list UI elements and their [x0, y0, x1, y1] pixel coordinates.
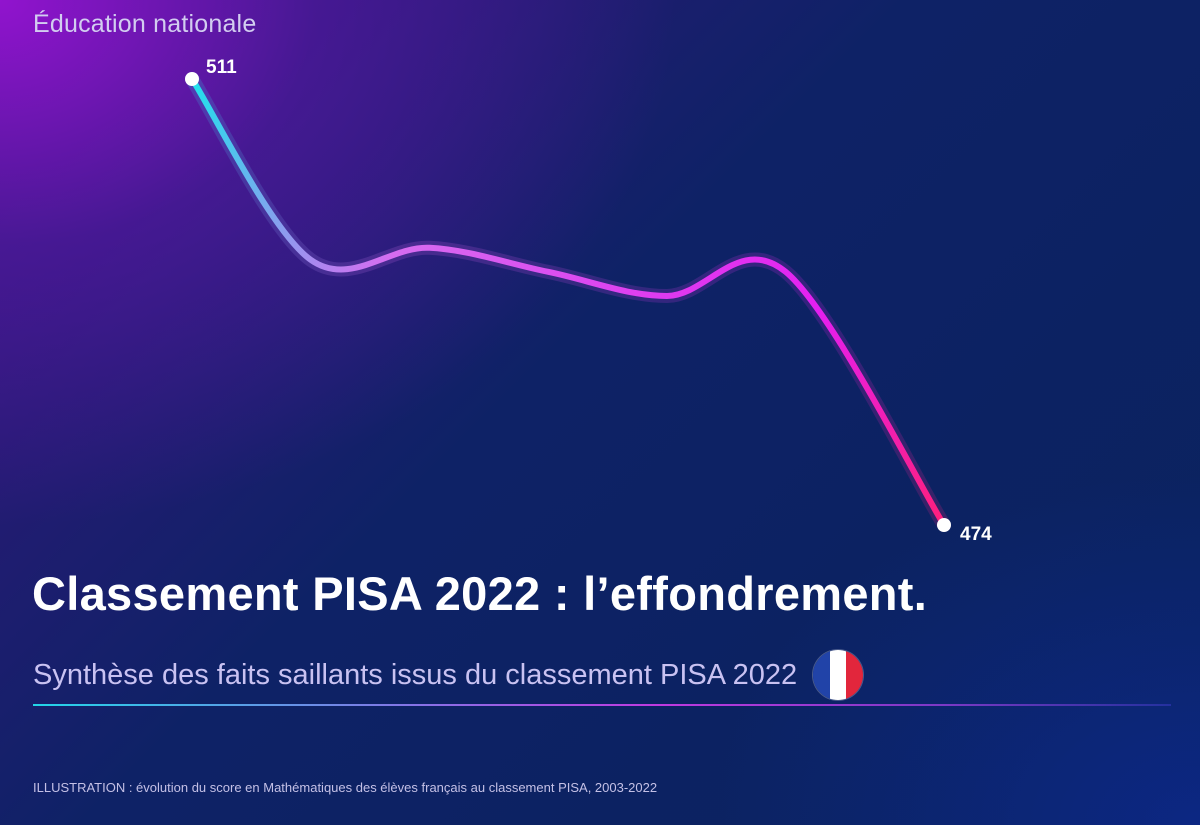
- flag-blue-stripe: [813, 650, 830, 700]
- endpoint-dot-last: [937, 518, 951, 532]
- endpoint-dot-first: [185, 72, 199, 86]
- page-subtitle: Synthèse des faits saillants issus du cl…: [33, 658, 798, 691]
- data-label-last: 474: [960, 524, 992, 545]
- brand-label: Éducation nationale: [33, 10, 257, 38]
- flag-red-stripe: [846, 650, 864, 700]
- flag-white-stripe: [829, 650, 847, 700]
- chart-caption: ILLUSTRATION : évolution du score en Mat…: [33, 780, 658, 795]
- chart-layer: 511 474: [185, 57, 992, 545]
- france-flag-icon: [813, 650, 864, 700]
- subtitle-row: Synthèse des faits saillants issus du cl…: [33, 650, 864, 700]
- data-label-first: 511: [206, 57, 237, 78]
- page-title: Classement PISA 2022 : l’effondrement.: [32, 567, 928, 620]
- divider-line: [33, 704, 1171, 706]
- series-line: [189, 76, 947, 528]
- score-line-chart: 511 474: [185, 57, 992, 545]
- series-line-glow: [185, 72, 951, 532]
